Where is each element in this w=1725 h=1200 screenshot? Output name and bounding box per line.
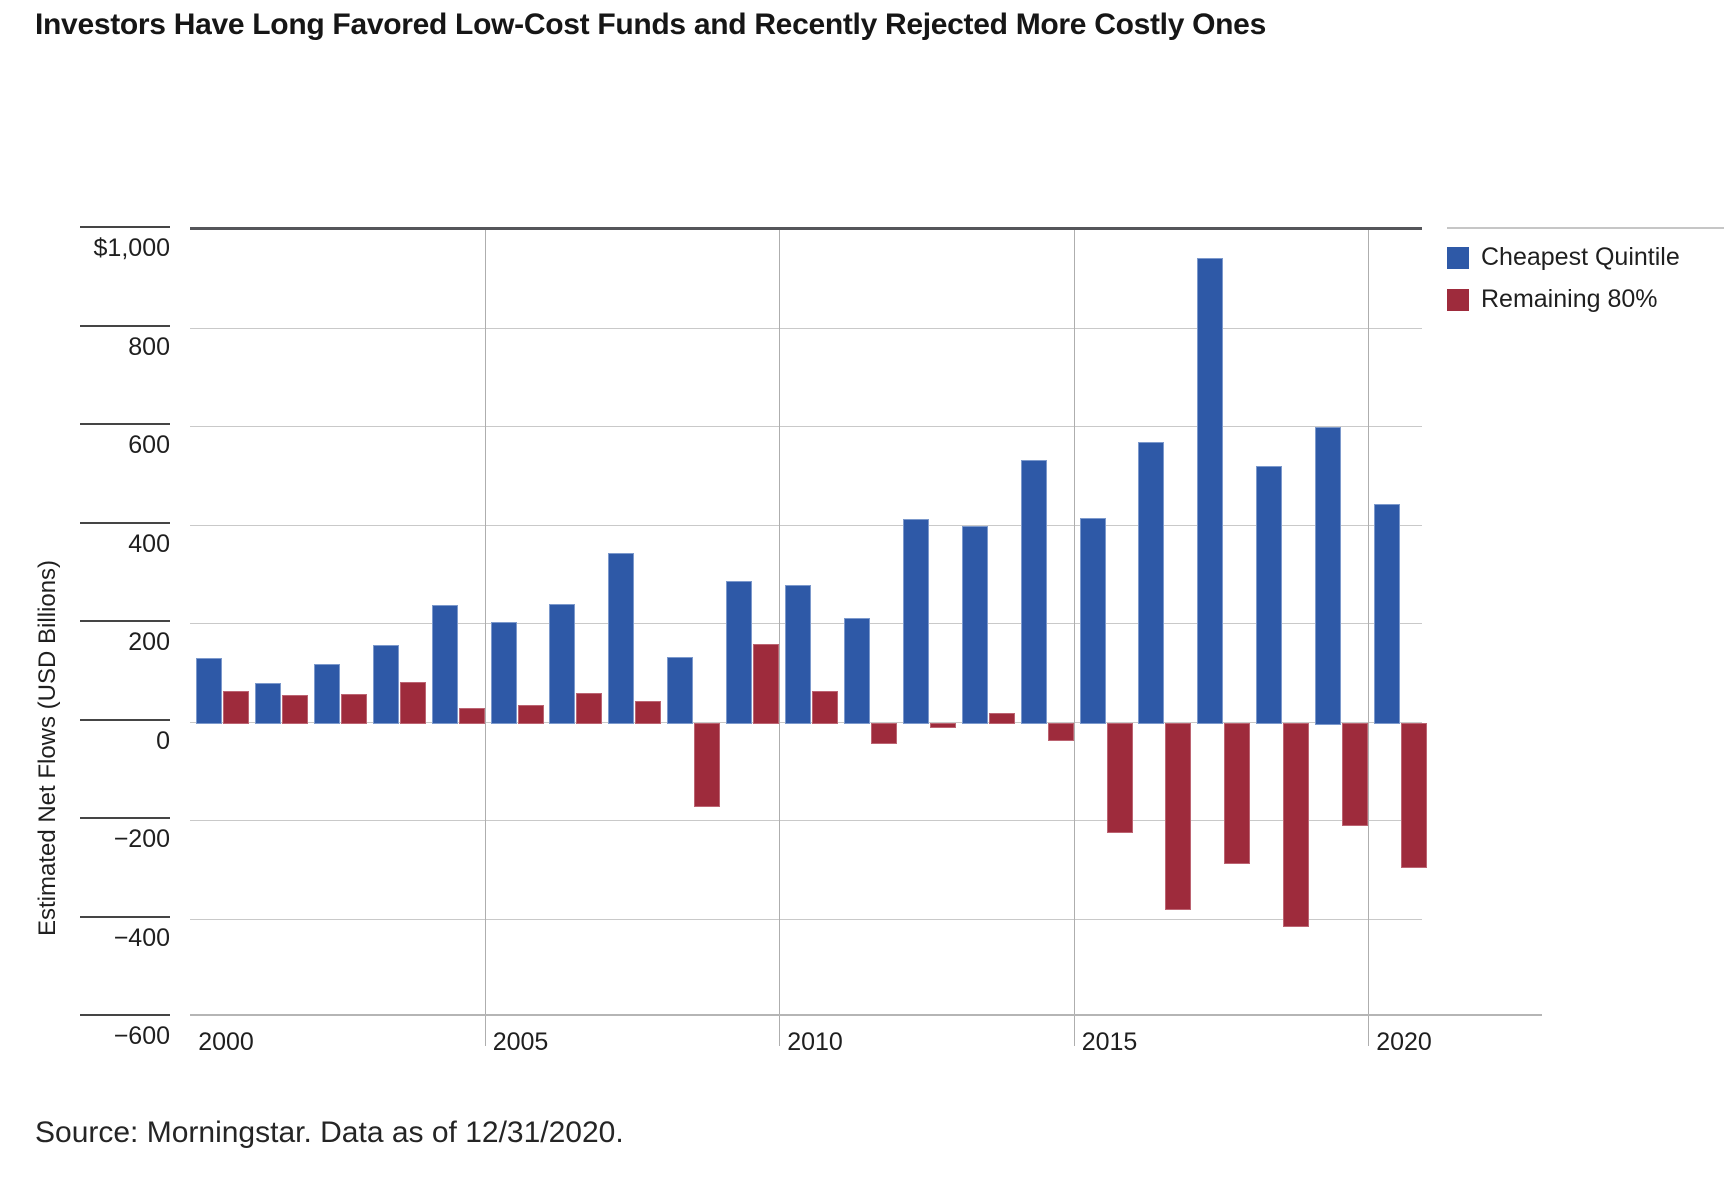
bar-remaining-80-2019: [1342, 722, 1369, 827]
gridline-h--200: [190, 820, 1422, 821]
bar-remaining-80-2020: [1401, 722, 1427, 868]
bar-cheapest-quintile-2019: [1315, 427, 1342, 725]
gridline-h-400: [190, 524, 1422, 526]
y-tick-label--600: −600: [113, 1022, 170, 1050]
bar-remaining-80-2018: [1283, 722, 1310, 928]
x-axis-line: [190, 1014, 1542, 1016]
bar-remaining-80-2010: [812, 690, 838, 725]
legend-item-remaining-80: Remaining 80%: [1447, 285, 1724, 314]
bar-cheapest-quintile-2011: [843, 617, 870, 725]
bar-cheapest-quintile-2003: [372, 645, 399, 725]
bar-remaining-80-2008: [694, 722, 721, 808]
bar-cheapest-quintile-2009: [726, 580, 753, 725]
bar-cheapest-quintile-2020: [1374, 504, 1400, 725]
bar-cheapest-quintile-2018: [1256, 465, 1283, 725]
y-tick-label-1000: $1,000: [93, 234, 170, 262]
bar-remaining-80-2004: [458, 708, 485, 725]
y-tick-label-800: 800: [128, 332, 170, 361]
bar-cheapest-quintile-2012: [902, 519, 929, 725]
bar-remaining-80-2012: [929, 722, 956, 729]
bar-cheapest-quintile-2000: [196, 658, 222, 725]
y-tick--200: [80, 817, 170, 819]
x-tick-label-2020: 2020: [1376, 1028, 1432, 1056]
gridline-h-600: [190, 426, 1422, 427]
legend: Cheapest Quintile Remaining 80%: [1447, 227, 1724, 327]
y-tick--600: [80, 1014, 170, 1016]
y-tick-label-600: 600: [128, 431, 170, 459]
gridline-v-2005: [484, 230, 486, 1046]
y-tick-200: [80, 620, 170, 622]
bar-cheapest-quintile-2016: [1138, 441, 1165, 725]
legend-label-cheapest-quintile: Cheapest Quintile: [1481, 243, 1680, 271]
bar-remaining-80-2011: [870, 722, 897, 745]
bar-remaining-80-2003: [399, 681, 426, 725]
x-tick-label-2000: 2000: [198, 1028, 254, 1056]
legend-item-cheapest-quintile: Cheapest Quintile: [1447, 243, 1724, 272]
bar-remaining-80-2005: [517, 705, 544, 725]
bar-remaining-80-2007: [635, 701, 662, 725]
legend-label-remaining-80: Remaining 80%: [1481, 285, 1658, 313]
bar-cheapest-quintile-2008: [667, 656, 694, 725]
bar-cheapest-quintile-2001: [254, 683, 281, 725]
bar-remaining-80-2015: [1106, 722, 1133, 834]
legend-swatch-cheapest-quintile-icon: [1447, 246, 1469, 269]
bar-remaining-80-2016: [1165, 722, 1192, 910]
x-tick-label-2015: 2015: [1081, 1028, 1138, 1056]
bar-cheapest-quintile-2002: [313, 664, 340, 725]
gridline-h--400: [190, 918, 1422, 920]
y-tick-0: [80, 718, 170, 721]
y-tick-label-0: 0: [156, 726, 170, 755]
plot-area: [190, 227, 1427, 1046]
bar-remaining-80-2001: [281, 695, 308, 725]
legend-swatch-remaining-80-icon: [1447, 288, 1469, 311]
gridline-v-2020: [1368, 230, 1369, 1046]
bar-cheapest-quintile-2005: [490, 622, 517, 725]
bar-cheapest-quintile-2007: [608, 552, 635, 725]
gridline-v-2010: [779, 230, 780, 1046]
bar-remaining-80-2014: [1047, 722, 1074, 742]
y-tick-1000: [80, 226, 170, 228]
y-tick-label-400: 400: [128, 529, 170, 558]
y-tick-800: [80, 324, 170, 327]
bar-cheapest-quintile-2014: [1020, 459, 1047, 725]
bar-cheapest-quintile-2015: [1079, 518, 1106, 725]
bar-remaining-80-2009: [753, 643, 780, 725]
gridline-v-2015: [1073, 230, 1075, 1046]
bar-remaining-80-2000: [223, 691, 249, 725]
y-tick-label--400: −400: [113, 923, 170, 952]
bar-remaining-80-2006: [576, 693, 603, 725]
y-tick-label-200: 200: [128, 628, 170, 656]
bar-remaining-80-2017: [1224, 722, 1251, 865]
source-note: Source: Morningstar. Data as of 12/31/20…: [35, 1116, 624, 1149]
y-tick-400: [80, 521, 170, 524]
bar-remaining-80-2002: [340, 694, 367, 725]
bar-cheapest-quintile-2010: [785, 584, 811, 725]
bar-remaining-80-2013: [988, 713, 1015, 725]
y-tick-label--200: −200: [113, 825, 170, 853]
y-tick--400: [80, 915, 170, 918]
x-tick-label-2005: 2005: [492, 1028, 549, 1056]
bar-cheapest-quintile-2013: [961, 525, 988, 725]
bar-cheapest-quintile-2017: [1197, 257, 1224, 725]
bar-cheapest-quintile-2004: [431, 605, 458, 725]
bar-cheapest-quintile-2006: [549, 603, 576, 725]
y-tick-600: [80, 423, 170, 425]
chart-title: Investors Have Long Favored Low-Cost Fun…: [35, 8, 1266, 41]
gridline-h-800: [190, 327, 1422, 329]
x-tick-label-2010: 2010: [787, 1028, 843, 1056]
